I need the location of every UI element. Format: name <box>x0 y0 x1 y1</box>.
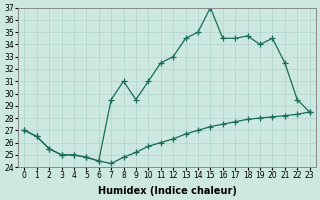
X-axis label: Humidex (Indice chaleur): Humidex (Indice chaleur) <box>98 186 236 196</box>
